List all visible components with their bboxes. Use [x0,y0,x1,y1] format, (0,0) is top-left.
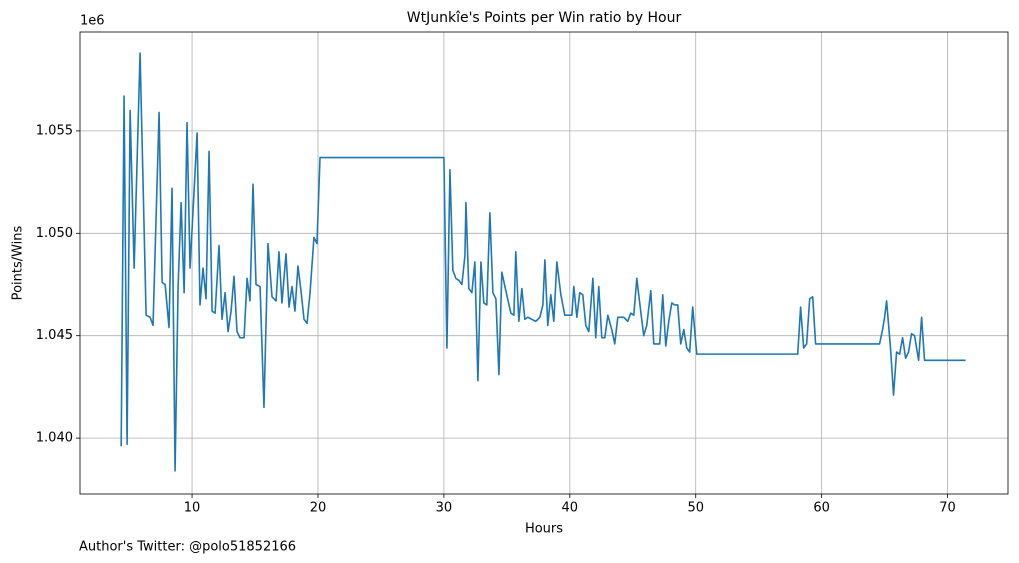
y-tick-label: 1.055 [36,123,73,138]
y-axis-label: Points/Wins [11,225,26,300]
y-tick-label: 1.040 [36,431,73,446]
x-tick-label: 10 [184,501,201,516]
x-tick-label: 40 [562,501,579,516]
x-axis-label: Hours [525,522,563,537]
data-line [120,52,966,472]
y-tick-label: 1.050 [36,226,73,241]
chart-title: WtJunkîe's Points per Win ratio by Hour [407,10,682,26]
x-tick-label: 60 [813,501,830,516]
x-tick-label: 20 [310,501,327,516]
x-tick-label: 30 [436,501,453,516]
x-tick-label: 50 [687,501,704,516]
x-tick-label: 70 [939,501,956,516]
plot-frame [79,31,1009,495]
y-tick-label: 1.045 [36,328,73,343]
y-offset-label: 1e6 [80,14,105,29]
footnote: Author's Twitter: @polo51852166 [79,540,296,555]
